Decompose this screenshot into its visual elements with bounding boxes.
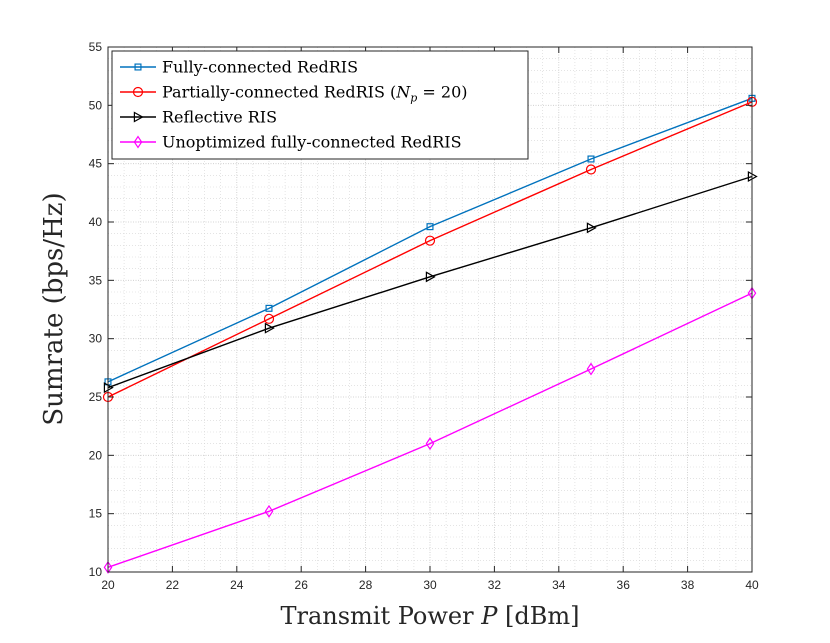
legend-marker bbox=[133, 135, 143, 149]
data-point bbox=[264, 504, 274, 518]
legend-marker bbox=[134, 63, 142, 71]
x-tick-label: 30 bbox=[423, 578, 437, 592]
data-point bbox=[265, 304, 273, 312]
data-point bbox=[426, 223, 434, 231]
data-point bbox=[585, 164, 597, 175]
x-tick-label: 20 bbox=[101, 578, 115, 592]
series-unoptimized-fully-connected-redris bbox=[103, 286, 757, 574]
x-tick-label: 26 bbox=[295, 578, 309, 592]
x-axis-label: Transmit Power P [dBm] bbox=[280, 602, 579, 630]
x-tick-label: 40 bbox=[745, 578, 759, 592]
legend-label: Reflective RIS bbox=[162, 108, 277, 127]
x-tick-label: 32 bbox=[488, 578, 502, 592]
y-tick-label: 25 bbox=[89, 390, 103, 404]
x-tick-label: 24 bbox=[230, 578, 244, 592]
y-axis-label: Sumrate (bps/Hz) bbox=[39, 192, 69, 425]
legend-label: Fully-connected RedRIS bbox=[162, 58, 358, 77]
legend-item: Partially-connected RedRIS (Np = 20) bbox=[120, 83, 468, 105]
y-tick-label: 15 bbox=[89, 507, 103, 521]
tick-layer: 20 22 24 26 28 30 32 34 36 38 40 10 15 20 25 30 35 40 45 50… bbox=[89, 40, 759, 592]
legend-label: Partially-connected RedRIS (Np = 20) bbox=[162, 83, 468, 105]
series-line bbox=[107, 97, 753, 383]
data-point bbox=[264, 322, 275, 334]
y-tick-label: 20 bbox=[89, 448, 103, 462]
series-layer bbox=[102, 94, 758, 574]
series-line bbox=[107, 292, 753, 568]
data-point bbox=[587, 155, 595, 163]
y-tick-label: 10 bbox=[89, 565, 103, 579]
data-point bbox=[263, 313, 275, 324]
y-tick-label: 50 bbox=[89, 98, 103, 112]
legend-item: Fully-connected RedRIS bbox=[120, 58, 358, 77]
data-point bbox=[586, 222, 597, 234]
data-point bbox=[425, 271, 436, 283]
y-tick-label: 40 bbox=[89, 215, 103, 229]
y-tick-label: 45 bbox=[89, 157, 103, 171]
legend: Fully-connected RedRIS Partially-connecte… bbox=[111, 50, 529, 160]
x-tick-label: 34 bbox=[552, 578, 566, 592]
data-point bbox=[424, 235, 436, 246]
legend-marker bbox=[133, 111, 144, 123]
y-tick-label: 35 bbox=[89, 273, 103, 287]
legend-item: Reflective RIS bbox=[120, 108, 277, 127]
x-tick-label: 28 bbox=[359, 578, 373, 592]
x-tick-label: 22 bbox=[166, 578, 180, 592]
legend-label: Unoptimized fully-connected RedRIS bbox=[162, 133, 462, 152]
legend-item: Unoptimized fully-connected RedRIS bbox=[120, 133, 462, 152]
series-line bbox=[107, 101, 753, 398]
legend-box bbox=[111, 50, 529, 160]
data-point bbox=[586, 362, 596, 376]
data-point bbox=[103, 560, 113, 574]
series-line bbox=[107, 175, 753, 389]
x-tick-label: 38 bbox=[681, 578, 695, 592]
legend-marker bbox=[132, 86, 144, 98]
x-tick-label: 36 bbox=[617, 578, 631, 592]
y-tick-label: 30 bbox=[89, 332, 103, 346]
data-point bbox=[425, 437, 435, 451]
y-tick-label: 55 bbox=[89, 40, 103, 54]
